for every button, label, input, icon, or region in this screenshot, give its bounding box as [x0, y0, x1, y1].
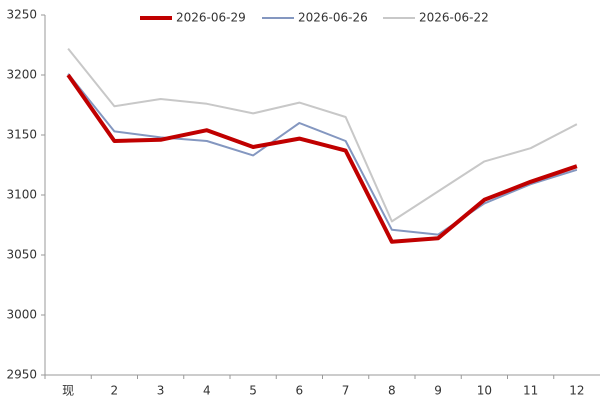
x-tick-label: 4: [203, 384, 211, 398]
x-tick-label: 12: [569, 384, 584, 398]
legend-label: 2026-06-29: [176, 11, 246, 25]
series-line: [67, 47, 578, 223]
legend-label: 2026-06-22: [419, 11, 489, 25]
y-tick-label: 3050: [6, 248, 37, 262]
y-tick-label: 3150: [6, 128, 37, 142]
x-tick-label: 11: [523, 384, 538, 398]
x-tick-label: 现: [62, 384, 74, 398]
series-line: [67, 73, 578, 236]
y-tick-label: 3250: [6, 8, 37, 22]
y-tick-label: 3100: [6, 188, 37, 202]
x-tick-label: 9: [434, 384, 442, 398]
x-tick-label: 7: [342, 384, 350, 398]
x-tick-label: 3: [157, 384, 165, 398]
x-tick-label: 10: [477, 384, 492, 398]
series-line: [66, 73, 578, 244]
x-tick-label: 2: [111, 384, 119, 398]
y-tick-label: 3000: [6, 308, 37, 322]
legend-label: 2026-06-26: [298, 11, 368, 25]
y-tick-label: 2950: [6, 368, 37, 382]
x-tick-label: 5: [249, 384, 257, 398]
x-tick-label: 6: [296, 384, 304, 398]
y-tick-label: 3200: [6, 68, 37, 82]
x-tick-label: 8: [388, 384, 396, 398]
